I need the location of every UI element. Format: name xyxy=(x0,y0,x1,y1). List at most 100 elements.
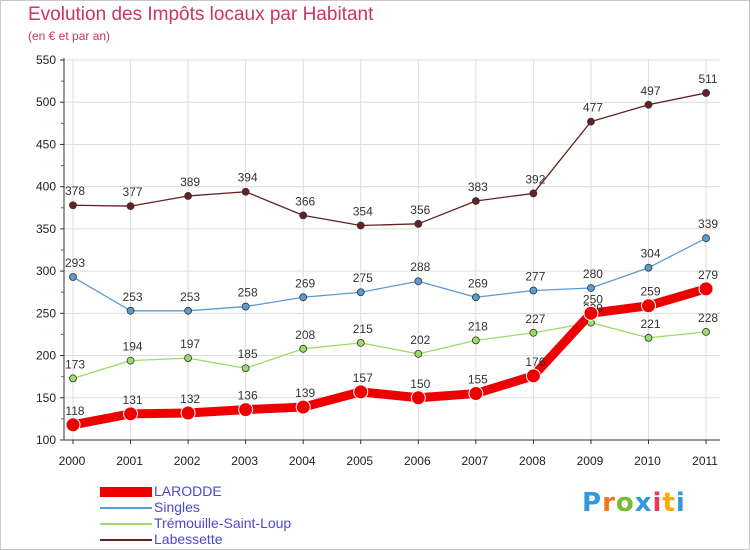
data-point-singles xyxy=(126,306,135,315)
data-label-labessette: 366 xyxy=(295,194,315,208)
x-tick-label: 2003 xyxy=(231,454,258,468)
data-point-labessette xyxy=(587,117,595,126)
legend-label: LARODDE xyxy=(154,483,222,499)
data-label-labessette: 497 xyxy=(640,84,660,98)
x-tick-label: 2001 xyxy=(116,454,143,468)
y-tick-label: 350 xyxy=(36,222,56,236)
logo-letter: i xyxy=(652,488,663,518)
data-point-singles xyxy=(184,306,193,315)
data-label-tr-mouille-saint-loup: 197 xyxy=(180,337,200,351)
data-point-larodde xyxy=(583,305,599,321)
logo-letter: x xyxy=(634,488,653,518)
y-tick-label: 450 xyxy=(36,137,56,151)
legend-label: Trémouille-Saint-Loup xyxy=(154,515,292,531)
data-label-tr-mouille-saint-loup: 227 xyxy=(525,312,545,326)
data-label-singles: 253 xyxy=(123,290,143,304)
data-point-larodde xyxy=(123,406,139,422)
logo-letter: r xyxy=(602,488,616,518)
series-line-singles xyxy=(72,237,707,312)
legend-swatch xyxy=(100,539,152,541)
data-point-labessette xyxy=(414,219,423,228)
data-point-tr-mouille-saint-loup xyxy=(241,364,250,373)
y-tick-label: 400 xyxy=(36,180,56,194)
y-tick-label: 550 xyxy=(36,53,56,67)
data-point-tr-mouille-saint-loup xyxy=(299,344,308,353)
data-label-tr-mouille-saint-loup: 228 xyxy=(698,311,718,325)
data-label-labessette: 389 xyxy=(180,175,200,189)
y-tick-label: 500 xyxy=(36,95,56,109)
data-label-larodde: 132 xyxy=(180,392,200,406)
series-line-larodde xyxy=(68,284,711,430)
data-label-singles: 275 xyxy=(353,271,373,285)
series-line-labessette xyxy=(72,92,707,227)
y-tick-label: 200 xyxy=(36,349,56,363)
data-label-tr-mouille-saint-loup: 202 xyxy=(410,333,430,347)
data-label-singles: 339 xyxy=(698,217,718,231)
data-label-larodde: 250 xyxy=(583,292,603,306)
data-label-larodde: 139 xyxy=(295,386,315,400)
data-label-larodde: 259 xyxy=(640,285,660,299)
chart-title: Evolution des Impôts locaux par Habitant xyxy=(28,4,374,25)
logo-letter: i xyxy=(675,488,686,518)
y-tick-label: 100 xyxy=(36,433,56,447)
data-point-larodde xyxy=(238,402,254,418)
data-label-larodde: 157 xyxy=(353,371,373,385)
data-label-tr-mouille-saint-loup: 218 xyxy=(468,319,488,333)
data-point-labessette xyxy=(184,192,193,200)
x-tick-label: 2005 xyxy=(346,454,373,468)
data-point-larodde xyxy=(698,281,714,297)
data-point-larodde xyxy=(65,417,81,433)
logo-letter: t xyxy=(662,488,676,518)
data-label-labessette: 392 xyxy=(525,172,545,186)
data-point-labessette xyxy=(126,202,135,210)
data-label-singles: 293 xyxy=(65,256,85,270)
y-tick-label: 300 xyxy=(36,264,56,278)
legend-swatch xyxy=(100,487,152,497)
legend-label: Labessette xyxy=(154,531,223,547)
data-point-tr-mouille-saint-loup xyxy=(529,328,538,337)
data-point-larodde xyxy=(641,298,656,314)
data-label-labessette: 356 xyxy=(410,203,430,217)
data-label-labessette: 477 xyxy=(583,101,603,115)
data-point-labessette xyxy=(702,89,710,97)
data-point-labessette xyxy=(644,100,653,109)
data-label-labessette: 394 xyxy=(238,171,258,185)
data-point-larodde xyxy=(468,386,484,402)
data-point-tr-mouille-saint-loup xyxy=(414,349,423,358)
data-point-larodde xyxy=(410,390,426,406)
data-label-labessette: 378 xyxy=(65,184,85,198)
data-point-larodde xyxy=(353,384,369,400)
x-tick-label: 2002 xyxy=(174,454,201,468)
proxiti-logo: Proxiti xyxy=(582,488,686,518)
data-point-singles xyxy=(241,302,250,311)
data-point-labessette xyxy=(241,187,250,196)
data-point-tr-mouille-saint-loup xyxy=(356,338,365,347)
data-point-labessette xyxy=(299,211,308,220)
logo-letter: P xyxy=(582,488,603,518)
data-point-larodde xyxy=(525,368,541,384)
data-point-tr-mouille-saint-loup xyxy=(702,328,710,336)
data-point-singles xyxy=(587,284,595,292)
data-point-tr-mouille-saint-loup xyxy=(644,333,653,342)
legend-swatch xyxy=(100,523,152,525)
data-point-singles xyxy=(644,263,653,272)
x-tick-label: 2009 xyxy=(577,454,604,468)
data-label-singles: 258 xyxy=(238,286,258,300)
data-label-singles: 277 xyxy=(525,270,545,284)
data-label-singles: 253 xyxy=(180,290,200,304)
data-label-tr-mouille-saint-loup: 208 xyxy=(295,328,315,342)
data-point-tr-mouille-saint-loup xyxy=(126,356,135,365)
y-tick-label: 250 xyxy=(36,306,56,320)
data-label-larodde: 155 xyxy=(468,373,488,387)
data-point-singles xyxy=(702,234,710,243)
data-label-larodde: 176 xyxy=(525,355,545,369)
data-label-larodde: 279 xyxy=(698,268,718,282)
x-tick-label: 2011 xyxy=(692,454,718,468)
data-point-larodde xyxy=(180,405,196,421)
data-label-singles: 269 xyxy=(468,276,488,290)
data-label-tr-mouille-saint-loup: 221 xyxy=(640,317,660,331)
data-point-tr-mouille-saint-loup xyxy=(69,374,77,383)
data-point-singles xyxy=(529,286,538,295)
